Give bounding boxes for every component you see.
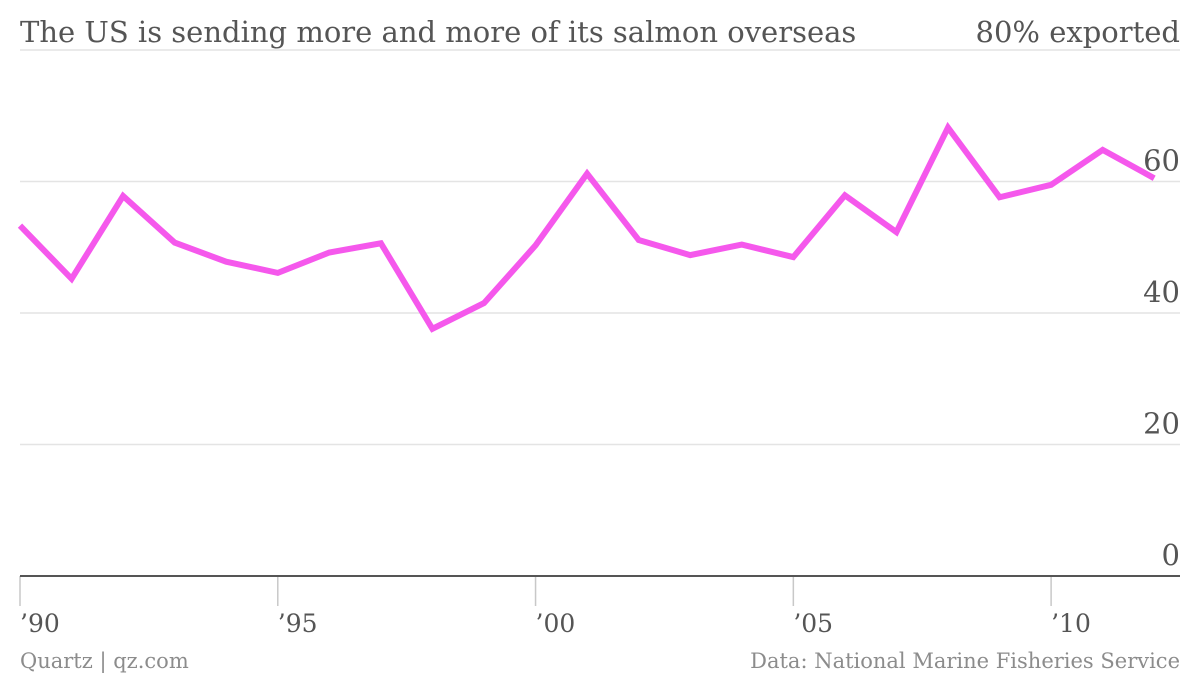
chart-title: The US is sending more and more of its s…	[20, 15, 856, 49]
x-tick-label-2000: ’00	[536, 609, 576, 638]
x-axis-ticks: ’90 ’95 ’00 ’05 ’10	[19, 576, 1091, 638]
footer-credit: Quartz | qz.com	[20, 649, 189, 674]
x-tick-label-2005: ’05	[793, 609, 833, 638]
y-tick-label-40: 40	[1143, 275, 1180, 309]
y-tick-label-0: 0	[1162, 538, 1180, 572]
y-tick-label-60: 60	[1143, 144, 1180, 178]
x-tick-label-1995: ’95	[278, 609, 318, 638]
x-tick-label-2010: ’10	[1051, 609, 1091, 638]
footer-source: Data: National Marine Fisheries Service	[750, 649, 1180, 673]
y-axis-top-label: 80% exported	[976, 15, 1180, 49]
series-line-0	[17, 121, 1156, 333]
series-layer	[17, 121, 1156, 333]
x-tick-label-1990: ’90	[20, 609, 60, 638]
y-tick-label-20: 20	[1143, 407, 1180, 441]
y-axis-ticks: 0 20 40 60	[1143, 144, 1180, 573]
